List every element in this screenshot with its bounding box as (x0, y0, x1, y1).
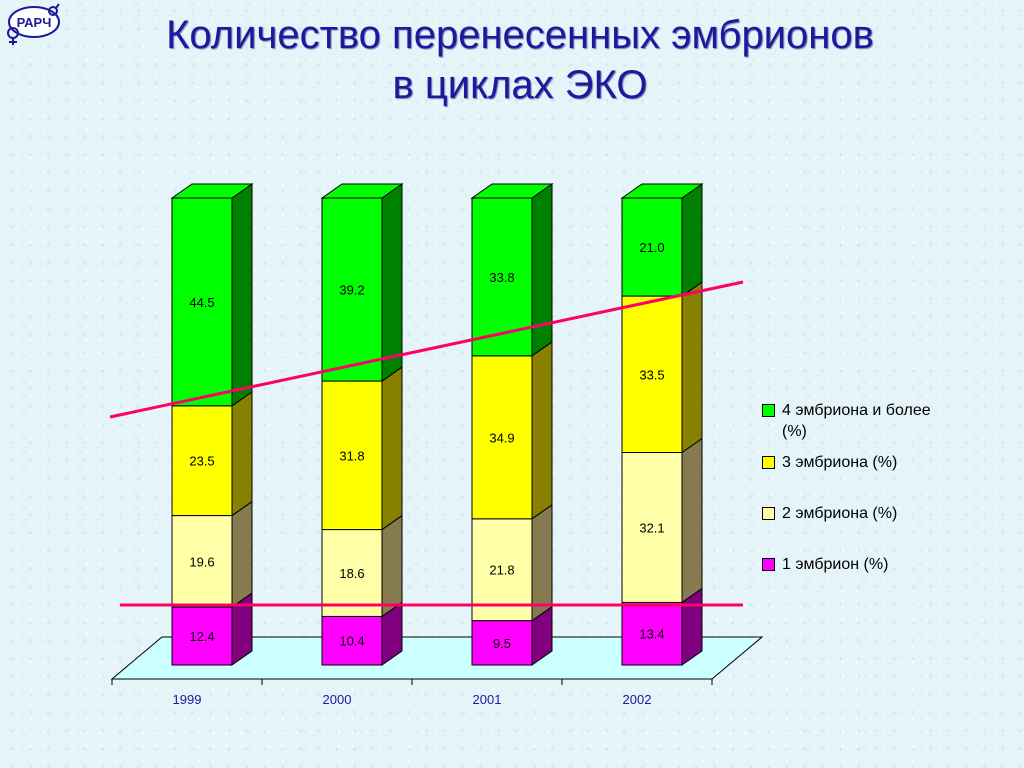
value-label-2001-s1: 9.5 (493, 636, 511, 651)
legend-label: 4 эмбриона и более (%) (782, 402, 931, 440)
value-label-2002-s3: 33.5 (639, 367, 664, 382)
x-tick-label-2002: 2002 (623, 692, 652, 707)
chart-title-line-1: Количество перенесенных эмбрионов (166, 13, 874, 57)
value-label-1999-s3: 23.5 (189, 454, 214, 469)
x-tick-label-2000: 2000 (323, 692, 352, 707)
value-label-2000-s1: 10.4 (339, 634, 364, 649)
legend-swatch (762, 558, 775, 571)
value-label-2001-s3: 34.9 (489, 430, 514, 445)
legend-item: 4 эмбриона и более (%) (762, 400, 932, 442)
bar-side-2002-s4 (681, 183, 703, 298)
bar-2001-s3 (471, 355, 533, 520)
bar-top-2000 (320, 183, 404, 199)
bar-1999-s2 (171, 515, 233, 608)
value-label-2002-s4: 21.0 (639, 240, 664, 255)
bar-top-1999 (170, 183, 254, 199)
logo: РАРЧ (7, 3, 60, 45)
value-label-2000-s3: 31.8 (339, 448, 364, 463)
bar-2000-s3 (321, 380, 383, 531)
value-label-2000-s4: 39.2 (339, 283, 364, 298)
legend-item: 3 эмбриона (%) (762, 452, 972, 473)
chart-title: Количество перенесенных эмбрионов в цикл… (60, 10, 980, 110)
bar-2000-s1 (321, 615, 383, 666)
bar-stack-2002 (620, 183, 704, 666)
bar-stack-2001 (470, 183, 554, 666)
bar-side-2001-s3 (531, 340, 553, 520)
legend-swatch (762, 507, 775, 520)
bar-top-2001 (470, 183, 554, 199)
bar-side-1999-s3 (231, 390, 253, 517)
bar-2002-s1 (621, 601, 683, 666)
legend-swatch (762, 456, 775, 469)
value-labels: 12.4 19.6 23.5 44.5 10.4 18.6 31.8 39.2 9.5 21.8 3… (189, 240, 664, 651)
trend-lines (109, 280, 744, 607)
bar-2002-s3 (621, 295, 683, 454)
bar-2002-s4 (621, 197, 683, 297)
bar-side-1999-s4 (231, 183, 253, 407)
bar-side-2002-s3 (681, 281, 703, 454)
value-label-1999-s2: 19.6 (189, 554, 214, 569)
bar-side-2000-s2 (381, 514, 403, 618)
legend-swatch (762, 404, 775, 417)
bar-2002-s2 (621, 452, 683, 603)
bar-top-2002 (620, 183, 704, 199)
bar-stack-2000 (320, 183, 404, 666)
bar-side-2000-s3 (381, 366, 403, 531)
bar-2000-s4 (321, 197, 383, 382)
bar-side-2001-s2 (531, 503, 553, 622)
x-tick-label-1999: 1999 (173, 692, 202, 707)
legend-label: 1 эмбрион (%) (782, 556, 889, 573)
value-label-2000-s2: 18.6 (339, 566, 364, 581)
bar-side-2001-s4 (531, 183, 553, 357)
x-tick-label-2001: 2001 (473, 692, 502, 707)
value-label-2002-s2: 32.1 (639, 520, 664, 535)
x-axis: 1999 2000 2001 2002 (111, 678, 713, 707)
bars (170, 183, 704, 666)
legend-item: 1 эмбрион (%) (762, 554, 972, 575)
logo-text: РАРЧ (17, 15, 52, 30)
trend-line-upper (109, 280, 744, 419)
value-label-2001-s4: 33.8 (489, 270, 514, 285)
bar-1999-s4 (171, 197, 233, 407)
bar-side-2000-s4 (381, 183, 403, 383)
bar-stack-1999 (170, 183, 254, 666)
chart-title-line-2: в циклах ЭКО (392, 63, 648, 107)
bar-side-1999-s2 (231, 500, 253, 609)
legend-label: 3 эмбриона (%) (782, 454, 898, 471)
bar-1999-s3 (171, 405, 233, 517)
bar-2000-s2 (321, 529, 383, 617)
value-label-1999-s1: 12.4 (189, 629, 214, 644)
value-label-1999-s4: 44.5 (189, 295, 214, 310)
bar-side-2002-s2 (681, 437, 703, 604)
value-label-2002-s1: 13.4 (639, 627, 664, 642)
legend-item: 2 эмбриона (%) (762, 503, 972, 524)
value-label-2001-s2: 21.8 (489, 563, 514, 578)
legend-label: 2 эмбриона (%) (782, 505, 898, 522)
